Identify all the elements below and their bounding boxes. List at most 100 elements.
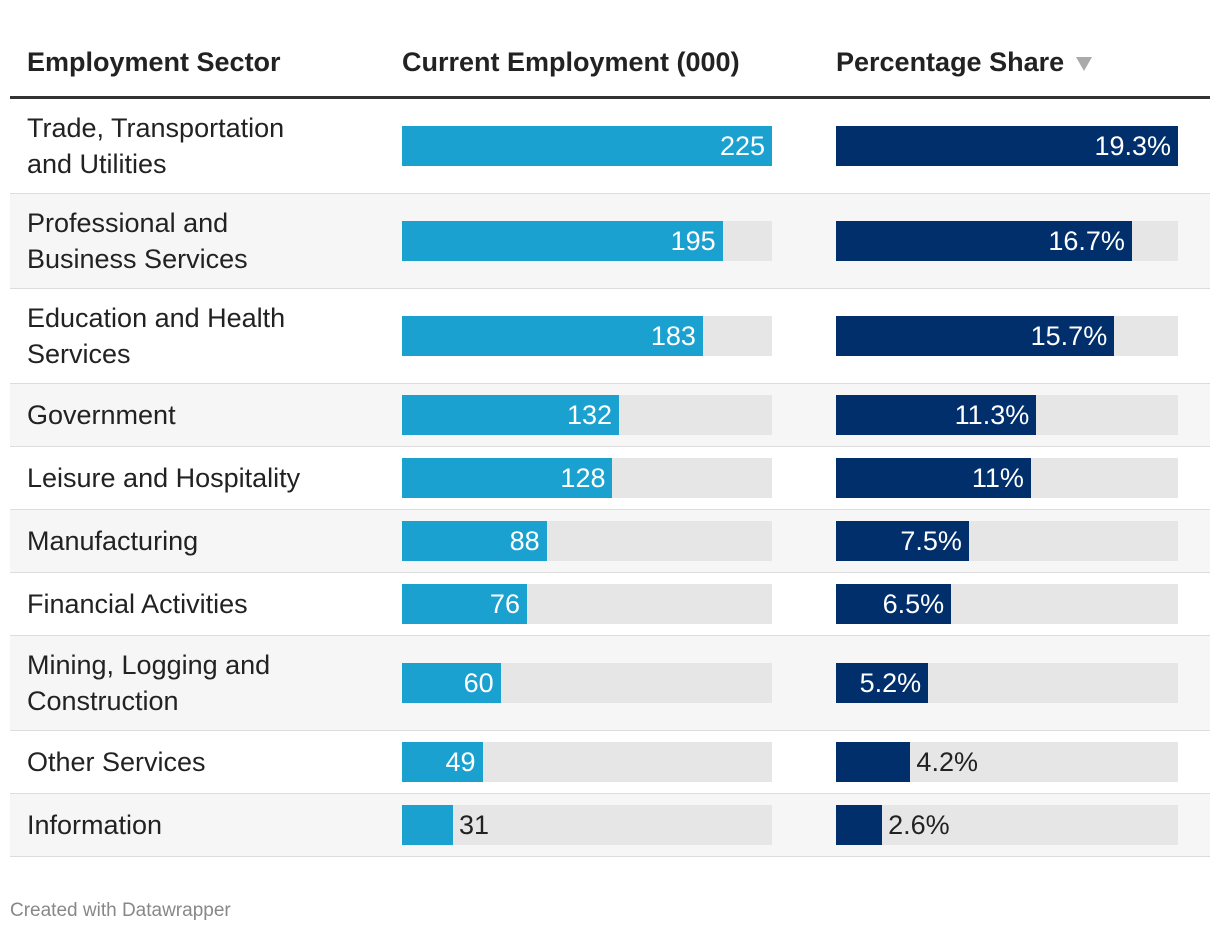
bar [836,125,1178,166]
bar-label: 5.2% [859,667,922,698]
sector-name: Other Services [27,746,206,777]
bar [402,741,483,782]
employment-cell: 76 [402,572,836,636]
sector-cell: Information [10,793,402,857]
sector-cell: Other Services [10,730,402,794]
header-cell[interactable]: Employment Sector [10,0,402,99]
share-cell: 4.2% [836,730,1210,794]
table-row: Information 31 2.6% [10,793,1210,857]
sector-cell: Manufacturing [10,509,402,573]
table-row: Manufacturing 88 7.5% [10,509,1210,573]
employment-cell: 49 [402,730,836,794]
bar-label: 76 [489,588,520,619]
bar-track: 11% [836,457,1178,498]
bar-track: 128 [402,457,772,498]
bar [402,315,703,356]
bar-label: 128 [560,462,606,493]
bar-label: 6.5% [882,588,945,619]
sector-name: Leisure and Hospitality [27,462,301,493]
table-body: Trade, Transportation and Utilities 225 19… [10,97,1210,857]
bar-track: 19.3% [836,125,1178,166]
bar-label: 88 [509,525,540,556]
share-cell: 7.5% [836,509,1210,573]
table-row: Other Services 49 4.2% [10,730,1210,794]
bar-track: 88 [402,520,772,561]
sector-cell: Financial Activities [10,572,402,636]
footer: Created with Datawrapper [10,900,231,921]
table-row: Government 132 11.3% [10,383,1210,447]
sector-name: Education and Health Services [27,302,286,369]
table-row: Mining, Logging and Construction 60 5.2% [10,635,1210,731]
data-table: Employment Sector Current Employment (00… [10,0,1210,857]
sector-name: Trade, Transportation and Utilities [27,112,285,179]
employment-cell: 132 [402,383,836,447]
header-text: Current Employment (000) [402,47,740,78]
bar-label: 7.5% [900,525,962,556]
employment-cell: 225 [402,97,836,194]
sort-indicator [1076,57,1093,72]
share-cell: 6.5% [836,572,1210,636]
bar-track: 225 [402,125,772,166]
bar [836,394,1037,435]
bar-label: 31 [458,809,490,840]
header-text: Employment Sector [27,47,281,78]
bar-label: 2.6% [888,809,950,840]
share-cell: 11.3% [836,383,1210,447]
bar-label: 60 [463,667,494,698]
bar [402,220,723,261]
share-cell: 11% [836,446,1210,510]
share-cell: 5.2% [836,635,1210,731]
bar [402,457,613,498]
sector-name: Professional and Business Services [27,207,248,274]
bar [402,394,620,435]
bar [836,662,929,703]
table-row: Leisure and Hospitality 128 11% [10,446,1210,510]
sector-cell: Trade, Transportation and Utilities [10,97,402,194]
header-text: Percentage Share [836,47,1065,78]
bar [402,583,527,624]
table-row: Education and Health Services 183 15.7% [10,288,1210,384]
bar-track: 76 [402,583,772,624]
bar-track: 4.2% [836,741,1178,782]
bar-track: 5.2% [836,662,1178,703]
header-cell[interactable]: Current Employment (000) [402,0,836,99]
sector-name: Information [27,809,163,840]
employment-cell: 60 [402,635,836,731]
bar [402,520,547,561]
bar-label: 11% [971,462,1024,493]
bar [836,457,1031,498]
sector-cell: Professional and Business Services [10,193,402,289]
bar-label: 49 [445,746,476,777]
bar-track: 15.7% [836,315,1178,356]
sector-name: Mining, Logging and Construction [27,649,271,716]
bar-label: 15.7% [1030,320,1108,351]
bar-track: 11.3% [836,394,1178,435]
header-cell[interactable]: Percentage Share [836,0,1210,99]
bar-label: 19.3% [1094,130,1171,161]
bar [836,804,883,845]
bar [836,741,911,782]
bar-label: 183 [650,320,696,351]
bar-track: 183 [402,315,772,356]
sector-name: Financial Activities [27,588,248,619]
table-row: Financial Activities 76 6.5% [10,572,1210,636]
bar-track: 2.6% [836,804,1178,845]
employment-cell: 195 [402,193,836,289]
employment-cell: 128 [402,446,836,510]
bar [836,315,1115,356]
bar-track: 195 [402,220,772,261]
bar [836,583,952,624]
table-row: Trade, Transportation and Utilities 225 19… [10,97,1210,194]
table-head: Employment Sector Current Employment (00… [10,0,1210,99]
bar-label: 11.3% [954,399,1030,430]
employment-cell: 183 [402,288,836,384]
employment-cell: 31 [402,793,836,857]
bar [402,662,501,703]
bar-track: 7.5% [836,520,1178,561]
employment-cell: 88 [402,509,836,573]
bar-label: 225 [719,130,765,161]
bar-track: 16.7% [836,220,1178,261]
sector-name: Government [27,399,176,430]
bar-track: 60 [402,662,772,703]
